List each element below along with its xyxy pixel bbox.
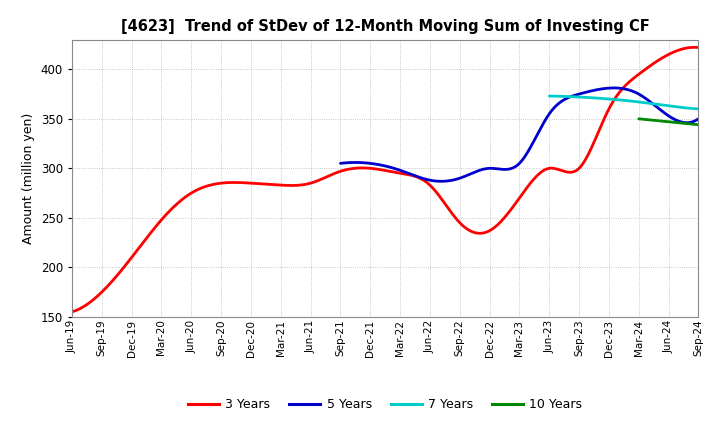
- Legend: 3 Years, 5 Years, 7 Years, 10 Years: 3 Years, 5 Years, 7 Years, 10 Years: [183, 393, 588, 416]
- Y-axis label: Amount (million yen): Amount (million yen): [22, 113, 35, 244]
- Title: [4623]  Trend of StDev of 12-Month Moving Sum of Investing CF: [4623] Trend of StDev of 12-Month Moving…: [121, 19, 649, 34]
